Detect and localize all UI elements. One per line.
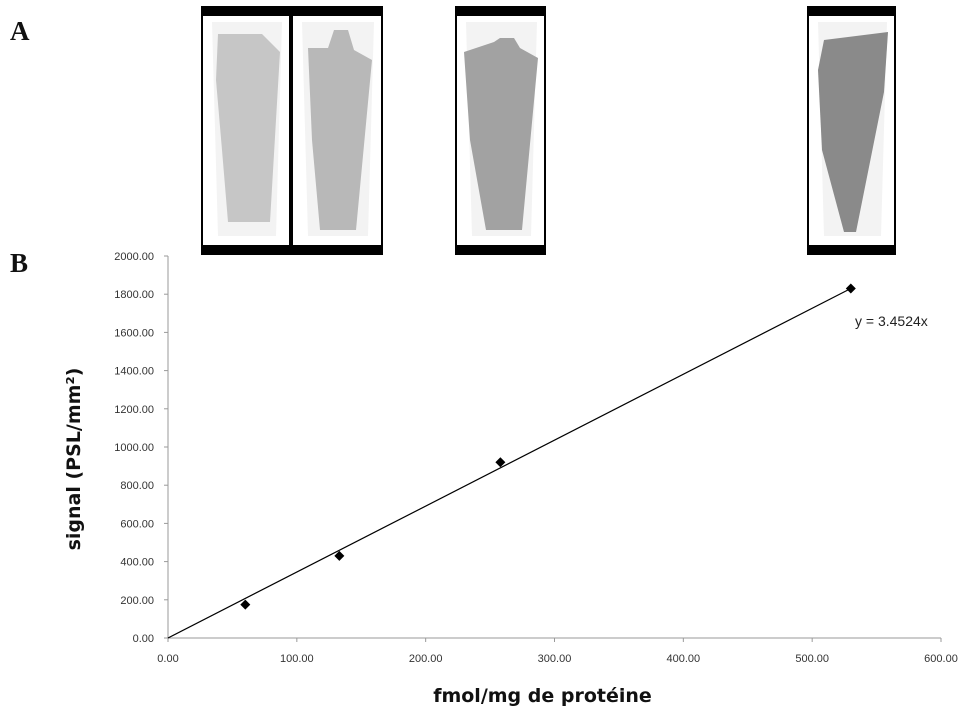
y-tick-label: 200.00 bbox=[120, 595, 154, 607]
y-axis-title: signal (PSL/mm²) bbox=[63, 368, 85, 551]
image-top-bar bbox=[202, 7, 290, 16]
autoradiograph-image-3 bbox=[455, 6, 546, 255]
autoradiograph-image-1 bbox=[201, 6, 291, 255]
autoradiograph-strip bbox=[201, 6, 896, 255]
x-tick-label: 300.00 bbox=[538, 653, 572, 665]
y-tick-label: 800.00 bbox=[120, 480, 154, 492]
y-tick-label: 2000.00 bbox=[114, 251, 154, 263]
autoradiograph-image-4 bbox=[807, 6, 896, 255]
data-point bbox=[240, 599, 251, 610]
x-tick-label: 200.00 bbox=[409, 653, 443, 665]
trendline bbox=[167, 287, 852, 639]
tissue-section bbox=[464, 38, 538, 230]
data-point bbox=[845, 283, 856, 294]
x-tick-label: 0.00 bbox=[157, 653, 178, 665]
y-tick-label: 1200.00 bbox=[114, 404, 154, 416]
autoradiograph-image-2 bbox=[291, 6, 383, 255]
x-axis-title: fmol/mg de protéine bbox=[433, 685, 652, 707]
data-point bbox=[495, 457, 506, 468]
image-top-bar bbox=[292, 7, 382, 16]
tissue-section bbox=[308, 30, 372, 230]
tissue-section bbox=[818, 32, 888, 232]
y-tick-label: 1600.00 bbox=[114, 327, 154, 339]
y-tick-label: 1400.00 bbox=[114, 366, 154, 378]
panel-label-b: B bbox=[10, 248, 29, 278]
image-bottom-bar bbox=[808, 245, 895, 254]
panel-label-a: A bbox=[10, 16, 30, 46]
x-tick-label: 500.00 bbox=[795, 653, 829, 665]
image-bottom-bar bbox=[456, 245, 545, 254]
image-top-bar bbox=[456, 7, 545, 16]
y-tick-label: 1800.00 bbox=[114, 289, 154, 301]
x-tick-label: 400.00 bbox=[667, 653, 701, 665]
y-tick-label: 600.00 bbox=[120, 518, 154, 530]
tissue-section bbox=[216, 34, 280, 222]
image-bottom-bar bbox=[292, 245, 382, 254]
y-tick-label: 400.00 bbox=[120, 557, 154, 569]
data-point bbox=[334, 550, 345, 561]
y-tick-label: 1000.00 bbox=[114, 442, 154, 454]
image-bottom-bar bbox=[202, 245, 290, 254]
x-tick-label: 100.00 bbox=[280, 653, 314, 665]
y-tick-label: 0.00 bbox=[133, 633, 154, 645]
x-tick-label: 600.00 bbox=[924, 653, 958, 665]
trendline-equation: y = 3.4524x bbox=[855, 313, 928, 329]
image-top-bar bbox=[808, 7, 895, 16]
